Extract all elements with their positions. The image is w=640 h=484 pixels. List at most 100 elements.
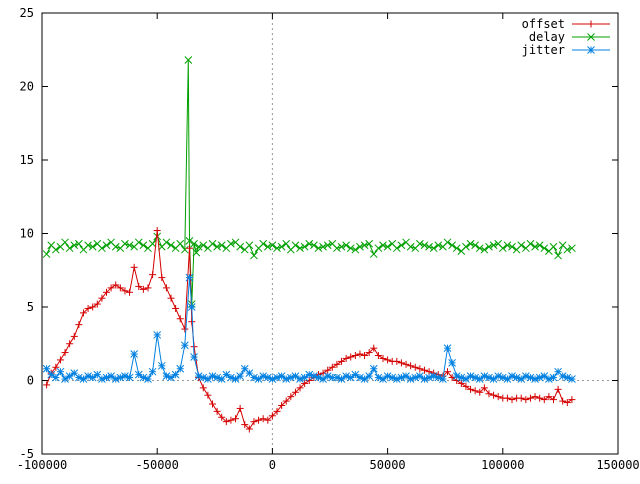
point-marker-d2 bbox=[134, 370, 143, 379]
data-point bbox=[65, 244, 74, 253]
data-point bbox=[536, 394, 544, 402]
data-point bbox=[471, 241, 480, 250]
point-marker-d2 bbox=[346, 373, 355, 382]
data-point bbox=[194, 372, 203, 380]
x-tick-label: -50000 bbox=[136, 458, 179, 472]
data-point bbox=[526, 373, 535, 382]
data-point bbox=[185, 236, 194, 245]
data-point bbox=[167, 241, 175, 250]
point-marker-d2 bbox=[434, 373, 443, 382]
point-marker-d2 bbox=[93, 370, 102, 379]
point-marker-d2 bbox=[194, 242, 203, 251]
point-marker-d2 bbox=[184, 56, 193, 64]
point-marker-d2 bbox=[259, 239, 268, 248]
point-marker-d2 bbox=[277, 372, 286, 380]
data-point bbox=[130, 350, 139, 358]
data-point bbox=[342, 372, 350, 380]
point-marker-d2 bbox=[286, 373, 295, 382]
data-point bbox=[102, 373, 111, 382]
point-marker-d2 bbox=[333, 244, 341, 253]
point-marker-d2 bbox=[176, 239, 185, 248]
data-point bbox=[342, 241, 350, 250]
data-point bbox=[443, 344, 452, 353]
data-point bbox=[365, 349, 373, 357]
data-point bbox=[531, 393, 539, 401]
data-point bbox=[310, 372, 318, 380]
point-marker-d2 bbox=[406, 242, 415, 251]
point-marker-d2 bbox=[558, 241, 567, 250]
point-marker-d2 bbox=[388, 239, 397, 248]
point-marker-d2 bbox=[107, 238, 115, 247]
point-marker-d2 bbox=[305, 239, 314, 248]
data-point bbox=[199, 384, 207, 392]
point-marker-d2 bbox=[88, 373, 97, 382]
point-marker-d2 bbox=[392, 244, 401, 253]
data-point bbox=[121, 372, 129, 380]
data-point bbox=[301, 379, 309, 387]
data-point bbox=[429, 372, 438, 380]
data-point bbox=[310, 241, 318, 250]
data-point bbox=[444, 368, 452, 376]
point-marker-d2 bbox=[273, 244, 281, 253]
data-point bbox=[540, 372, 549, 380]
point-marker-d2 bbox=[356, 242, 364, 251]
point-marker-d2 bbox=[379, 375, 387, 383]
data-point bbox=[167, 294, 175, 302]
point-marker-d2 bbox=[337, 242, 346, 251]
data-point bbox=[452, 372, 461, 380]
data-point bbox=[498, 373, 507, 382]
x-tick-label: -100000 bbox=[17, 458, 68, 472]
data-point bbox=[471, 373, 480, 382]
data-point bbox=[282, 239, 291, 248]
data-point bbox=[494, 372, 503, 380]
data-point bbox=[521, 372, 530, 380]
point-marker-d2 bbox=[526, 239, 535, 248]
data-point bbox=[402, 360, 410, 368]
point-marker-d2 bbox=[102, 241, 111, 250]
data-point bbox=[522, 396, 530, 404]
data-point bbox=[346, 244, 355, 253]
data-point bbox=[568, 375, 576, 383]
data-point bbox=[88, 242, 97, 251]
point-marker-d2 bbox=[56, 367, 65, 376]
data-point bbox=[480, 372, 489, 380]
data-point bbox=[392, 244, 401, 253]
data-point bbox=[250, 418, 258, 426]
data-point bbox=[526, 239, 535, 248]
point-marker-d2 bbox=[222, 370, 231, 379]
data-point bbox=[531, 242, 539, 251]
data-point bbox=[314, 373, 323, 382]
point-marker-d2 bbox=[144, 375, 152, 383]
data-point bbox=[227, 373, 235, 382]
point-marker-d2 bbox=[425, 373, 433, 382]
point-marker-d2 bbox=[342, 372, 350, 380]
point-marker-d2 bbox=[587, 46, 595, 54]
point-marker-d2 bbox=[439, 375, 447, 383]
point-marker-d2 bbox=[204, 375, 212, 383]
data-point bbox=[66, 340, 74, 348]
point-marker-d2 bbox=[51, 245, 60, 254]
data-point bbox=[56, 356, 64, 364]
point-marker-d2 bbox=[489, 241, 498, 250]
data-point bbox=[416, 365, 424, 373]
data-point bbox=[185, 273, 194, 282]
data-point bbox=[434, 373, 443, 382]
point-marker-d2 bbox=[125, 241, 134, 250]
data-point bbox=[112, 281, 120, 289]
y-tick-label: 25 bbox=[20, 6, 34, 20]
data-point bbox=[498, 244, 507, 253]
point-marker-d2 bbox=[319, 375, 327, 383]
data-point bbox=[439, 375, 447, 383]
data-point bbox=[365, 372, 374, 380]
point-marker-d2 bbox=[254, 375, 263, 383]
point-marker-d2 bbox=[526, 373, 535, 382]
data-point bbox=[425, 368, 433, 376]
series-delay bbox=[42, 56, 576, 308]
data-point bbox=[180, 245, 189, 254]
point-marker-d2 bbox=[61, 238, 69, 247]
point-marker-d2 bbox=[84, 372, 92, 380]
plot-frame bbox=[41, 12, 619, 455]
point-marker-d2 bbox=[558, 372, 567, 380]
point-marker-d2 bbox=[185, 273, 194, 282]
point-marker-d2 bbox=[383, 242, 392, 251]
